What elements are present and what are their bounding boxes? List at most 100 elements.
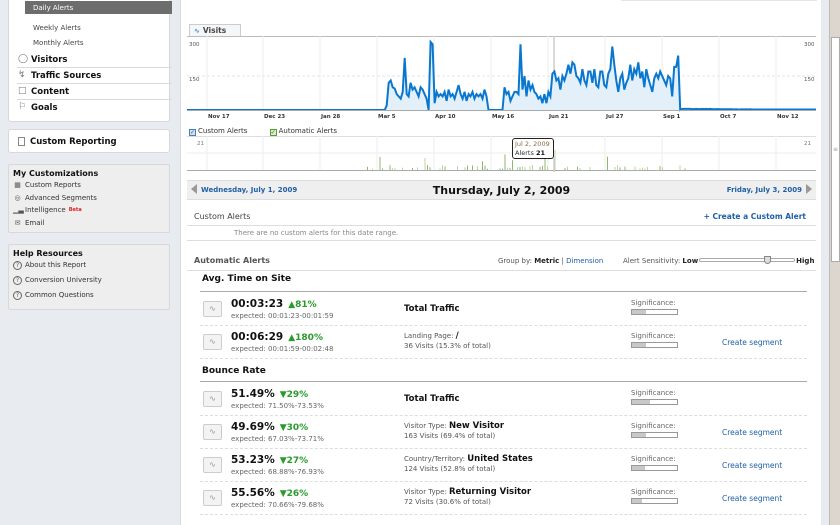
arrow-left-icon	[191, 184, 197, 194]
dimension-label: Visitor Type:	[404, 488, 447, 496]
link-intelligence[interactable]: ▁▃ Intelligence Beta	[13, 204, 165, 217]
traffic-icon: ↯	[18, 70, 26, 80]
nav-content[interactable]: □ Content	[17, 84, 172, 100]
link-about-report[interactable]: ? About this Report	[13, 259, 165, 274]
metric-divider	[200, 381, 807, 382]
sensitivity-slider[interactable]	[699, 256, 796, 264]
checkbox-icon: ✓	[189, 129, 196, 136]
alert-row: ∿ 55.56% ▼26% expected: 70.66%-79.68% Visi…	[200, 482, 807, 515]
x-tick-label: Jan 28	[320, 114, 340, 120]
nav-weekly-alerts[interactable]: Weekly Alerts	[33, 24, 81, 32]
change-percent: ▼26%	[279, 489, 309, 499]
nav-goals[interactable]: ⚐ Goals	[17, 100, 172, 116]
significance-fill	[632, 400, 650, 404]
nav-label: Goals	[31, 103, 58, 113]
prev-day-link[interactable]: Wednesday, July 1, 2009	[191, 184, 297, 194]
nav-daily-alerts[interactable]: Daily Alerts	[25, 1, 172, 14]
x-tick-label: Jun 21	[548, 114, 569, 120]
expected-range: expected: 67.03%-73.71%	[231, 435, 324, 443]
link-conversion-university[interactable]: ? Conversion University	[13, 274, 165, 289]
page-icon: □	[18, 86, 27, 96]
trend-chart-button[interactable]: ∿	[203, 334, 222, 350]
scrollbar[interactable]: ≡	[829, 0, 840, 525]
significance-label: Significance:	[631, 389, 676, 397]
sparkline-icon: ∿	[209, 460, 216, 469]
segments-icon: ◎	[14, 193, 21, 202]
line-chart-icon: ∿	[194, 27, 200, 35]
x-tick-label: Nov 17	[208, 114, 230, 120]
x-tick-label: Oct 7	[720, 114, 736, 120]
expected-range: expected: 00:01:59-00:02:48	[231, 345, 334, 353]
link-custom-reports[interactable]: ▦ Custom Reports	[13, 179, 165, 192]
significance: Significance:	[631, 299, 678, 315]
visits-chart[interactable]: 300 150 300 150 Nov 17 Dec 23 Jan 28 Mar 5 A…	[187, 36, 816, 120]
group-by-dimension-link[interactable]: Dimension	[566, 257, 604, 265]
y-tick-150: 150	[189, 77, 200, 83]
group-by-label: Group by:	[498, 257, 532, 265]
tab-label: Visits	[202, 26, 227, 35]
trend-chart-button[interactable]: ∿	[203, 490, 222, 506]
nav-traffic-sources[interactable]: ↯ Traffic Sources	[17, 68, 172, 84]
custom-alerts-header: Custom Alerts + Create a Custom Alert	[187, 206, 816, 226]
alert-row: ∿ 49.69% ▼30% expected: 67.03%-73.71% Visi…	[200, 416, 807, 449]
dimension-value: /	[455, 331, 459, 341]
expected-range: expected: 00:01:23-00:01:59	[231, 312, 334, 320]
beta-badge: Beta	[68, 207, 82, 213]
change-percent: ▲180%	[288, 333, 323, 343]
significance: Significance:	[631, 488, 678, 504]
visits-share: 163 Visits (69.4% of total)	[404, 431, 496, 440]
dimension-value: United States	[467, 454, 533, 464]
divider	[187, 240, 816, 241]
sparkline-icon: ∿	[209, 304, 216, 313]
x-tick-label: Jul 27	[605, 114, 624, 120]
report-icon: ▦	[14, 181, 21, 189]
alert-value: 51.49% ▼29%	[231, 388, 308, 400]
significance-fill	[632, 343, 646, 347]
create-segment-link[interactable]: Create segment	[722, 338, 783, 347]
link-advanced-segments[interactable]: ◎ Advanced Segments	[13, 192, 165, 205]
group-by-metric[interactable]: Metric	[534, 257, 560, 265]
significance-bar	[631, 465, 678, 471]
trend-chart-button[interactable]: ∿	[203, 424, 222, 440]
significance-bar	[631, 432, 678, 438]
significance-label: Significance:	[631, 455, 676, 463]
nav-visitors[interactable]: ◯ Visitors	[17, 52, 172, 68]
visits-share: 124 Visits (52.8% of total)	[404, 464, 496, 473]
person-icon: ◯	[18, 54, 29, 64]
link-label: Advanced Segments	[25, 193, 97, 202]
trend-chart-button[interactable]: ∿	[203, 391, 222, 407]
trend-chart-button[interactable]: ∿	[203, 457, 222, 473]
nav-monthly-alerts[interactable]: Monthly Alerts	[33, 39, 84, 47]
link-common-questions[interactable]: ? Common Questions	[13, 289, 165, 304]
sparkline-icon: ∿	[209, 394, 216, 403]
help-icon: ?	[13, 261, 22, 270]
significance-fill	[632, 499, 642, 503]
create-segment-link[interactable]: Create segment	[722, 461, 783, 470]
link-email[interactable]: ✉ Email	[13, 217, 165, 230]
alert-value: 49.69% ▼30%	[231, 421, 308, 433]
nav-custom-reporting[interactable]: Custom Reporting	[8, 129, 170, 153]
alerts-chart[interactable]: 21 21	[187, 136, 816, 172]
automatic-alerts-title: Automatic Alerts	[194, 256, 270, 265]
significance-bar	[631, 342, 678, 348]
significance: Significance:	[631, 389, 678, 405]
metric-title: Avg. Time on Site	[202, 274, 292, 284]
nav-label: Traffic Sources	[31, 71, 102, 81]
custom-alerts-checkbox[interactable]: ✓ Custom Alerts	[189, 127, 247, 136]
create-custom-alert-link[interactable]: + Create a Custom Alert	[703, 212, 806, 221]
prev-day-label: Wednesday, July 1, 2009	[201, 186, 298, 194]
trend-chart-button[interactable]: ∿	[203, 301, 222, 317]
create-segment-link[interactable]: Create segment	[722, 494, 783, 503]
sparkline-icon: ∿	[209, 337, 216, 346]
metric-title: Bounce Rate	[202, 366, 266, 376]
next-day-link[interactable]: Friday, July 3, 2009	[727, 184, 812, 194]
slider-handle[interactable]	[764, 256, 772, 264]
x-tick-label: Sep 1	[663, 114, 681, 120]
scrollbar-thumb[interactable]: ≡	[831, 37, 840, 262]
create-segment-link[interactable]: Create segment	[722, 428, 783, 437]
automatic-alerts-checkbox[interactable]: ✓ Automatic Alerts	[269, 127, 337, 136]
tab-visits[interactable]: ∿ Visits	[189, 24, 241, 36]
alert-value: 55.56% ▼26%	[231, 487, 308, 499]
metric-value: 51.49%	[231, 388, 275, 400]
metric-value: 00:03:23	[231, 298, 284, 310]
